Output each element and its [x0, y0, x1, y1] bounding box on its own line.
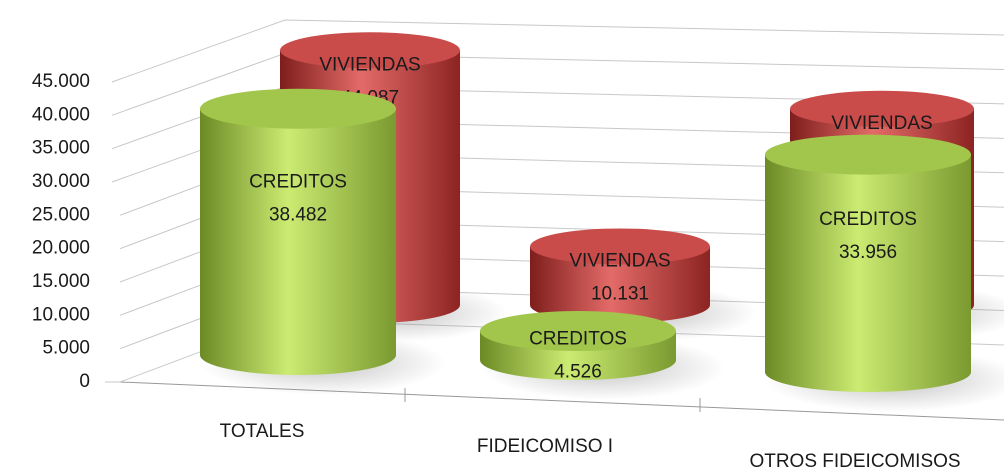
cylinder-top — [765, 134, 971, 175]
y-tick-label: 10.000 — [32, 304, 90, 325]
cylinder-top — [480, 311, 676, 352]
grid-line — [111, 19, 1004, 83]
y-tick-label: 30.000 — [32, 171, 90, 192]
cylinder-top — [280, 32, 460, 69]
cylinder-top — [200, 88, 396, 129]
cylinder-top — [790, 90, 974, 127]
data-label-series: CREDITOS — [249, 172, 347, 193]
y-tick-label: 15.000 — [32, 271, 90, 292]
data-label: 10.131 — [591, 283, 649, 304]
x-tick-label: OTROS FIDEICOMISOS — [749, 451, 960, 472]
x-tick-label: FIDEICOMISO I — [477, 436, 613, 457]
cylinder — [765, 154, 971, 392]
cylinder — [200, 108, 396, 375]
y-tick-label: 45.000 — [32, 71, 90, 92]
data-label-series: VIVIENDAS — [319, 54, 420, 75]
data-label-series: VIVIENDAS — [569, 250, 670, 271]
cylinder-top — [530, 228, 710, 265]
data-label: 4.526 — [554, 362, 602, 383]
y-tick-label: 40.000 — [32, 104, 90, 125]
y-tick-label: 20.000 — [32, 238, 90, 259]
y-tick-label: 0 — [79, 371, 90, 392]
data-label: 33.956 — [839, 242, 897, 263]
data-label-series: CREDITOS — [819, 209, 917, 230]
data-label-series: VIVIENDAS — [831, 113, 932, 134]
y-tick-label: 5.000 — [42, 338, 90, 359]
data-label-series: CREDITOS — [529, 329, 627, 350]
data-label: 38.482 — [269, 205, 327, 226]
y-tick-label: 25.000 — [32, 204, 90, 225]
y-tick-label: 35.000 — [32, 138, 90, 159]
x-tick-label: TOTALES — [220, 421, 305, 442]
cylinder — [530, 246, 710, 323]
